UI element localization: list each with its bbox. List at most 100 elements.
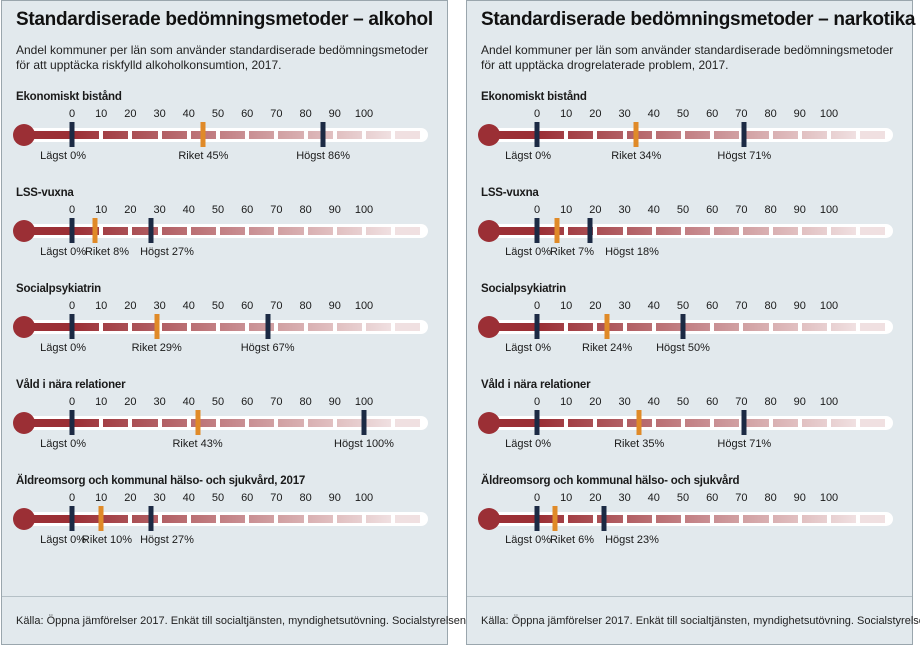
bar-segment <box>103 419 129 427</box>
bar-segment <box>161 515 187 523</box>
bar-segment <box>220 323 246 331</box>
bar-segment <box>860 515 886 523</box>
tick-label: 50 <box>676 492 690 504</box>
marker-min <box>69 122 75 147</box>
label-max: Högst 18% <box>605 246 659 258</box>
marker-max <box>265 314 271 339</box>
bar-segment <box>685 227 711 235</box>
label-min: Lägst 0% <box>505 150 551 162</box>
tick-label: 0 <box>68 108 76 120</box>
marker-min <box>69 314 75 339</box>
tick-label: 70 <box>735 108 748 120</box>
tick-label: 30 <box>153 204 166 216</box>
bar-segment <box>655 419 681 427</box>
bar-segment <box>831 419 857 427</box>
bar-segment <box>714 515 740 523</box>
tick-label: 90 <box>793 204 806 216</box>
bar-segment <box>190 323 216 331</box>
label-avg: Riket 34% <box>611 150 662 162</box>
tick-label: 0 <box>533 300 541 312</box>
bar-segment <box>74 515 100 523</box>
bar-segment <box>801 419 827 427</box>
bar-segment <box>278 515 304 523</box>
marker-min <box>534 410 540 435</box>
marker-avg <box>154 314 160 339</box>
label-max: Högst 71% <box>717 438 772 450</box>
bar-segment <box>568 323 594 331</box>
bar-segment <box>220 227 246 235</box>
bar-segment <box>103 323 129 331</box>
bar-segment <box>714 227 740 235</box>
bar-segment <box>190 227 216 235</box>
tick-label: 50 <box>676 396 690 408</box>
label-min: Lägst 0% <box>40 342 86 354</box>
label-avg: Riket 10% <box>81 534 133 546</box>
bar-segment <box>161 227 187 235</box>
bar-segment <box>597 323 623 331</box>
bar-segment <box>655 515 681 523</box>
bar-segment <box>626 323 652 331</box>
tick-label: 10 <box>95 492 108 504</box>
label-max: Högst 27% <box>140 246 194 258</box>
tick-label: 20 <box>124 204 137 216</box>
marker-max <box>601 506 607 531</box>
tick-label: 10 <box>560 396 573 408</box>
bar-segment <box>597 227 623 235</box>
tick-label: 10 <box>560 300 573 312</box>
bar-segment <box>24 515 72 523</box>
tick-label: 50 <box>211 300 225 312</box>
bar-segment <box>336 227 362 235</box>
thermometer-bulb <box>478 316 500 338</box>
thermometer-bulb <box>478 124 500 146</box>
bar-segment <box>597 419 623 427</box>
marker-max <box>587 218 593 243</box>
bar-segment <box>249 227 275 235</box>
bar-segment <box>685 131 711 139</box>
bar-segment <box>801 131 827 139</box>
tick-label: 60 <box>241 300 254 312</box>
bar-segment <box>395 131 421 139</box>
tick-label: 0 <box>68 492 76 504</box>
bar-segment <box>395 515 421 523</box>
bar-segment <box>655 131 681 139</box>
tick-label: 50 <box>211 396 225 408</box>
bar-segment <box>743 323 769 331</box>
bar-segment <box>103 515 129 523</box>
category-row: Socialpsykiatrin 0 10 20 30 40 50 60 70 80 90 100 Lä… <box>467 283 914 363</box>
label-min: Lägst 0% <box>40 534 86 546</box>
tick-label: 0 <box>68 204 76 216</box>
category-label: Socialpsykiatrin <box>481 283 567 295</box>
thermometer-bulb <box>478 220 500 242</box>
bar-segment <box>743 131 769 139</box>
bar-segment <box>539 419 565 427</box>
marker-avg <box>92 218 98 243</box>
tick-label: 0 <box>533 396 541 408</box>
label-min: Lägst 0% <box>505 342 551 354</box>
bar-segment <box>772 323 798 331</box>
tick-label: 40 <box>182 108 195 120</box>
tick-label: 100 <box>354 396 374 408</box>
bar-segment <box>568 515 594 523</box>
bar-segment <box>743 419 769 427</box>
bar-segment <box>539 323 565 331</box>
tick-label: 100 <box>819 204 839 216</box>
bar-segment <box>395 323 421 331</box>
bar-segment <box>220 419 246 427</box>
bar-segment <box>161 323 187 331</box>
bar-segment <box>278 419 304 427</box>
label-min: Lägst 0% <box>505 438 551 450</box>
bar-segment <box>539 227 565 235</box>
bar-segment <box>539 515 565 523</box>
category-label: Våld i nära relationer <box>481 379 591 391</box>
marker-avg <box>98 506 104 531</box>
bar-segment <box>831 227 857 235</box>
tick-label: 80 <box>764 204 777 216</box>
bar-segment <box>860 131 886 139</box>
chart-subtitle: Andel kommuner per län som använder stan… <box>16 43 429 72</box>
marker-min <box>534 506 540 531</box>
bar-segment <box>568 131 594 139</box>
bar-segment <box>831 515 857 523</box>
category-label: LSS-vuxna <box>16 187 74 199</box>
chart-subtitle: Andel kommuner per län som använder stan… <box>481 43 894 72</box>
category-row: Äldreomsorg och kommunal hälso- och sjuk… <box>467 475 914 555</box>
